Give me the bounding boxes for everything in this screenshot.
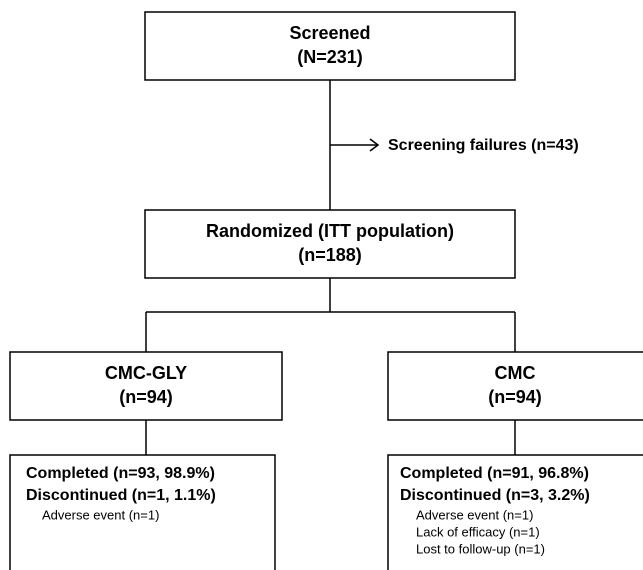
completed: Completed (n=91, 96.8%) [400,465,589,482]
node-count: (n=188) [298,245,362,265]
node-title: Randomized (ITT population) [206,221,454,241]
outcome-box [387,454,643,570]
reason: Adverse event (n=1) [42,507,159,522]
randomized-box [144,209,516,279]
reason: Lack of efficacy (n=1) [416,524,540,539]
arm-box [387,351,643,421]
node-title: CMC-GLY [105,363,187,383]
node-title: CMC [495,363,536,383]
reason: Adverse event (n=1) [416,507,533,522]
node-count: (n=94) [488,387,542,407]
node-count: (N=231) [297,47,363,67]
node-count: (n=94) [119,387,173,407]
side-note: Screening failures (n=43) [388,137,579,154]
arm-box [9,351,283,421]
node-title: Screened [289,23,370,43]
screened-box [144,11,516,81]
outcome-box [9,454,276,570]
arrow-head [369,138,380,152]
discontinued: Discontinued (n=3, 3.2%) [400,487,590,504]
reason: Lost to follow-up (n=1) [416,541,545,556]
completed: Completed (n=93, 98.9%) [26,465,215,482]
discontinued: Discontinued (n=1, 1.1%) [26,487,216,504]
